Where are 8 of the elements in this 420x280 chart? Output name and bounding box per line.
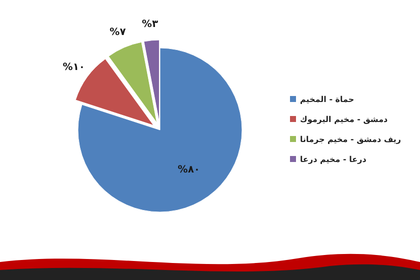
legend-label: دمشق - مخيم اليرموك — [300, 115, 388, 124]
data-label: %٨٠ — [178, 164, 200, 176]
data-label: %٧ — [110, 27, 126, 38]
legend-label: درعا - مخيم درعا — [300, 155, 366, 164]
data-label: %١٠ — [62, 62, 86, 74]
legend-label: حماة - المخيم — [300, 95, 354, 104]
data-label: %٣ — [142, 18, 158, 30]
legend-label: ريف دمشق - مخيم جرمانا — [300, 135, 402, 144]
